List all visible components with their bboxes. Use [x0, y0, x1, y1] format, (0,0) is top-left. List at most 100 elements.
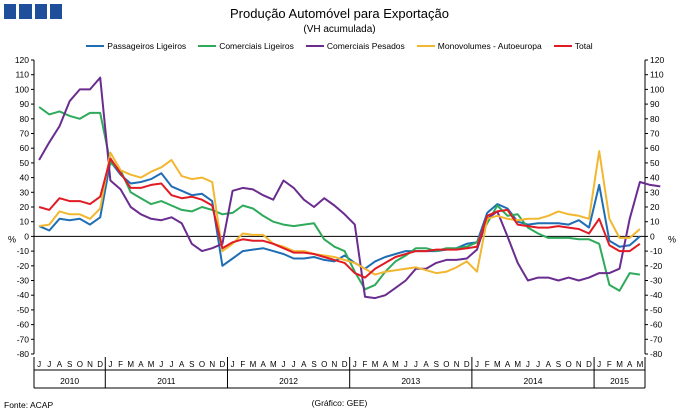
x-tick-label: M — [148, 360, 155, 369]
x-tick-label: O — [566, 360, 572, 369]
x-tick-label: M — [372, 360, 379, 369]
y-tick-label: 100 — [650, 84, 664, 94]
x-tick-label: N — [332, 360, 338, 369]
legend-swatch — [416, 45, 435, 47]
y-tick-label: -60 — [17, 320, 30, 330]
y-tick-label: 90 — [650, 99, 660, 109]
x-tick-label: J — [353, 360, 357, 369]
x-tick-label: M — [637, 360, 644, 369]
legend-label: Comerciais Ligeiros — [219, 41, 294, 51]
x-tick-label: F — [485, 360, 490, 369]
chart-legend: Passageiros Ligeiros Comerciais Ligeiros… — [0, 41, 679, 51]
x-tick-label: A — [301, 360, 307, 369]
x-tick-label: D — [342, 360, 348, 369]
x-tick-label: D — [97, 360, 103, 369]
x-tick-label: S — [67, 360, 72, 369]
y-tick-label: 50 — [20, 158, 30, 168]
series-line-1 — [38, 106, 641, 292]
y-tick-label: 60 — [20, 143, 30, 153]
legend-swatch — [198, 45, 217, 47]
x-tick-label: F — [607, 360, 612, 369]
x-tick-label: M — [250, 360, 257, 369]
y-tick-label: -40 — [650, 290, 663, 300]
y-tick-label: 110 — [15, 70, 29, 80]
x-tick-label: O — [77, 360, 83, 369]
x-tick-label: N — [576, 360, 582, 369]
y-tick-label: -60 — [650, 320, 663, 330]
series-line-4 — [38, 157, 641, 279]
y-tick-label: 120 — [15, 55, 29, 65]
x-tick-label: S — [311, 360, 316, 369]
x-tick-label: N — [87, 360, 93, 369]
y-tick-label: 50 — [650, 158, 660, 168]
x-tick-label: F — [363, 360, 368, 369]
y-tick-label: -20 — [17, 261, 30, 271]
x-tick-label: F — [240, 360, 245, 369]
x-tick-label: J — [414, 360, 418, 369]
chart-source: Fonte: ACAP — [4, 400, 54, 410]
x-tick-label: A — [383, 360, 389, 369]
y-tick-label: -10 — [650, 246, 663, 256]
y-tick-label: -50 — [17, 305, 30, 315]
y-tick-label: 40 — [20, 173, 30, 183]
year-label: 2012 — [279, 376, 298, 386]
y-tick-label: 30 — [650, 187, 660, 197]
chart-title: Produção Automóvel para Exportação — [230, 6, 449, 21]
y-tick-label: 10 — [20, 217, 30, 227]
legend-label: Comerciais Pesados — [326, 41, 405, 51]
x-tick-label: M — [514, 360, 521, 369]
legend-item-monovolumes: Monovolumes - Autoeuropa — [416, 41, 542, 51]
y-tick-label: 0 — [24, 231, 29, 241]
y-tick-label: 80 — [20, 114, 30, 124]
legend-item-comerciais-ligeiros: Comerciais Ligeiros — [198, 41, 294, 51]
x-tick-label: J — [281, 360, 285, 369]
y-tick-label: -40 — [17, 290, 30, 300]
x-tick-label: A — [138, 360, 144, 369]
x-tick-label: J — [37, 360, 41, 369]
gee-logo — [4, 4, 62, 19]
x-tick-label: M — [494, 360, 501, 369]
x-tick-label: J — [231, 360, 235, 369]
x-tick-label: A — [546, 360, 552, 369]
x-tick-label: O — [321, 360, 327, 369]
y-tick-label: -30 — [650, 276, 663, 286]
x-tick-label: J — [404, 360, 408, 369]
year-label: 2014 — [524, 376, 543, 386]
y-tick-label: -70 — [650, 334, 663, 344]
x-tick-label: J — [108, 360, 112, 369]
legend-item-passageiros-ligeiros: Passageiros Ligeiros — [86, 41, 186, 51]
y-tick-label: -10 — [17, 246, 30, 256]
x-tick-label: M — [616, 360, 623, 369]
y-tick-label: 90 — [20, 99, 30, 109]
y-axis-label-left: % — [8, 234, 16, 244]
y-tick-label: -80 — [650, 349, 663, 359]
y-tick-label: -80 — [17, 349, 30, 359]
y-axis-label-right: % — [668, 234, 676, 244]
y-tick-label: 60 — [650, 143, 660, 153]
year-label: 2015 — [610, 376, 629, 386]
legend-label: Monovolumes - Autoeuropa — [437, 41, 542, 51]
x-tick-label: D — [220, 360, 226, 369]
y-tick-label: 80 — [650, 114, 660, 124]
y-tick-label: 30 — [20, 187, 30, 197]
legend-item-total: Total — [553, 41, 593, 51]
y-tick-label: 20 — [650, 202, 660, 212]
x-tick-label: N — [454, 360, 460, 369]
y-tick-label: 20 — [20, 202, 30, 212]
x-tick-label: D — [586, 360, 592, 369]
y-tick-label: -30 — [17, 276, 30, 286]
x-tick-label: A — [505, 360, 511, 369]
chart-credit: (Gráfico: GEE) — [311, 398, 368, 408]
year-label: 2011 — [157, 376, 176, 386]
y-tick-label: -50 — [650, 305, 663, 315]
legend-swatch — [86, 45, 105, 47]
series-line-2 — [38, 76, 661, 300]
x-tick-label: A — [179, 360, 185, 369]
x-tick-label: S — [556, 360, 561, 369]
y-tick-label: 40 — [650, 173, 660, 183]
x-tick-label: A — [627, 360, 633, 369]
y-tick-label: 70 — [20, 129, 30, 139]
y-tick-label: -70 — [17, 334, 30, 344]
legend-label: Passageiros Ligeiros — [107, 41, 187, 51]
